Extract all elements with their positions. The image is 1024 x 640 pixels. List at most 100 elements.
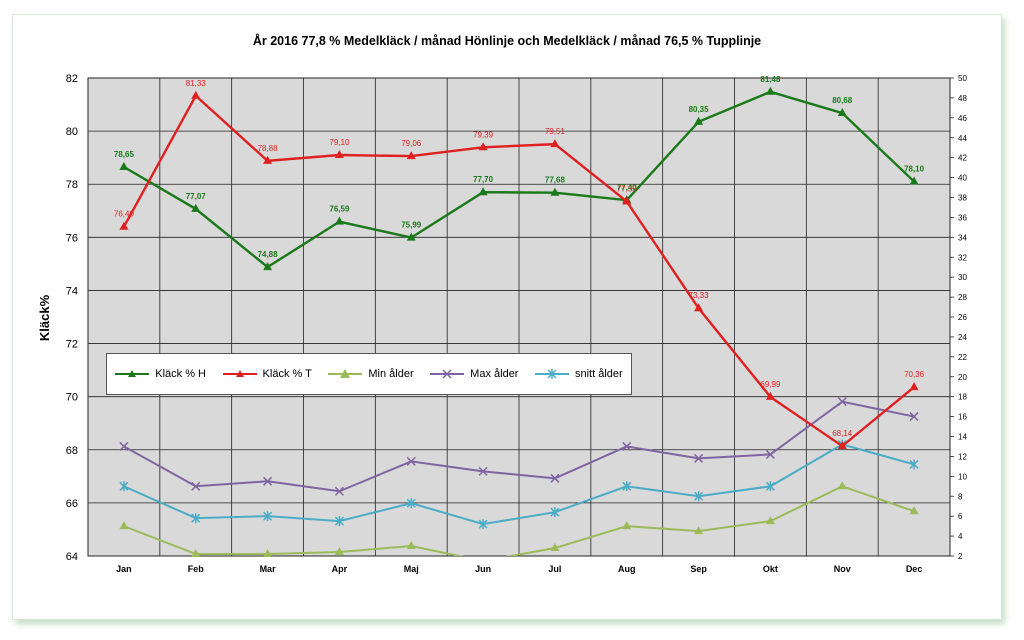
data-point-kl-ck-t [909,382,919,391]
x-tick-label: Apr [332,564,348,574]
data-label-kl-ck-t: 77,35 [617,184,638,193]
legend-item-snitt-alder: snitt ålder [535,367,623,381]
y2-tick-label: 6 [958,512,963,521]
chart-legend: Kläck % H Kläck % T Min ålder Max ålder [106,353,632,395]
data-point-max-lder [263,476,273,486]
y2-tick-label: 50 [958,74,967,83]
y2-tick-label: 2 [958,552,963,561]
legend-swatch-klack-t [222,370,257,377]
data-label-kl-ck-t: 68,14 [832,429,853,438]
series-line-max-lder [123,400,915,493]
y-tick-label: 80 [66,126,78,138]
data-point-min-lder [694,526,704,535]
data-point-kl-ck-h [550,187,560,196]
x-tick-label: Jul [548,564,561,574]
data-point-max-lder [406,456,416,466]
y2-tick-label: 34 [958,233,967,242]
x-tick-label: Feb [188,564,205,574]
data-point-snitt-lder [550,507,560,518]
data-point-max-lder [550,473,560,483]
data-point-kl-ck-t [406,151,416,160]
data-point-kl-ck-h [119,161,129,170]
data-point-kl-ck-h [334,216,344,225]
legend-label-klack-h: Kläck % H [155,368,207,380]
y-axis-label: Kläck% [37,294,52,341]
data-point-kl-ck-t [837,441,847,450]
data-point-max-lder [909,412,919,422]
data-point-snitt-lder [765,481,775,492]
data-label-kl-ck-h: 77,07 [186,192,207,201]
legend-item-klack-h: Kläck % H [115,367,206,381]
series-line-min-lder [123,485,915,556]
x-tick-label: Maj [404,564,419,574]
data-point-kl-ck-h [694,116,704,125]
data-point-kl-ck-t [765,391,775,400]
y-tick-label: 68 [66,445,78,457]
x-tick-label: Jan [116,564,132,574]
data-point-max-lder [191,481,201,491]
data-label-kl-ck-h: 77,40 [617,183,638,192]
y2-tick-label: 14 [958,433,967,442]
data-label-kl-ck-t: 70,36 [904,370,925,379]
data-point-max-lder [837,397,847,407]
data-point-kl-ck-t [622,196,632,205]
data-label-kl-ck-h: 74,88 [258,250,279,259]
y2-tick-label: 38 [958,194,967,203]
data-point-kl-ck-h [765,86,775,95]
legend-swatch-min-alder [328,369,363,378]
data-point-kl-ck-t [334,150,344,159]
x-tick-label: Okt [763,564,778,574]
y2-tick-label: 36 [958,213,967,222]
y2-tick-label: 46 [958,114,967,123]
series-line-snitt-lder [123,443,915,526]
data-label-kl-ck-h: 78,65 [114,150,135,159]
data-point-kl-ck-t [263,155,273,164]
legend-item-klack-t: Kläck % T [222,367,312,381]
data-label-kl-ck-h: 81,48 [760,75,781,84]
data-point-min-lder [909,506,919,515]
data-point-kl-ck-h [478,187,488,196]
data-label-kl-ck-t: 79,39 [473,130,494,139]
data-point-snitt-lder [263,511,273,522]
y2-tick-label: 20 [958,373,967,382]
data-point-kl-ck-t [119,221,129,230]
x-tick-label: Sep [690,564,707,574]
data-point-kl-ck-h [909,176,919,185]
data-label-kl-ck-t: 76,40 [114,210,135,219]
legend-item-min-alder: Min ålder [328,367,414,381]
y2-tick-label: 4 [958,532,963,541]
y2-tick-label: 30 [958,273,967,282]
data-label-kl-ck-t: 69,99 [760,380,781,389]
series-line-kl-ck-t [122,93,915,448]
y-tick-label: 70 [66,392,78,404]
data-point-min-lder [334,547,344,556]
data-point-min-lder [622,521,632,530]
data-point-snitt-lder [406,498,416,509]
data-point-min-lder [263,549,273,558]
data-point-min-lder [765,516,775,525]
y-tick-label: 78 [66,179,78,191]
data-point-kl-ck-h [837,108,847,117]
legend-item-max-alder: Max ålder [430,367,518,381]
data-point-snitt-lder [191,513,201,524]
y-tick-label: 66 [66,498,78,510]
legend-swatch-snitt-alder [535,369,569,379]
data-point-min-lder [550,543,560,552]
data-point-max-lder [478,466,488,476]
data-point-snitt-lder [334,516,344,527]
data-label-kl-ck-t: 79,10 [329,138,350,147]
y-tick-label: 82 [66,73,78,85]
legend-swatch-klack-h [115,370,150,377]
y-tick-label: 64 [66,551,78,563]
y2-tick-label: 48 [958,94,967,103]
y2-tick-label: 16 [958,413,967,422]
data-point-kl-ck-h [191,203,201,212]
chart-canvas: År 2016 77,8 % Medelkläck / månad Hönlin… [37,33,967,574]
data-label-kl-ck-t: 79,51 [545,127,566,136]
series-line-kl-ck-h [123,90,915,269]
y2-tick-label: 40 [958,174,967,183]
legend-label-max-alder: Max ålder [470,368,519,380]
y-tick-label: 76 [66,232,78,244]
x-tick-label: Mar [260,564,277,574]
y2-tick-label: 8 [958,492,963,501]
